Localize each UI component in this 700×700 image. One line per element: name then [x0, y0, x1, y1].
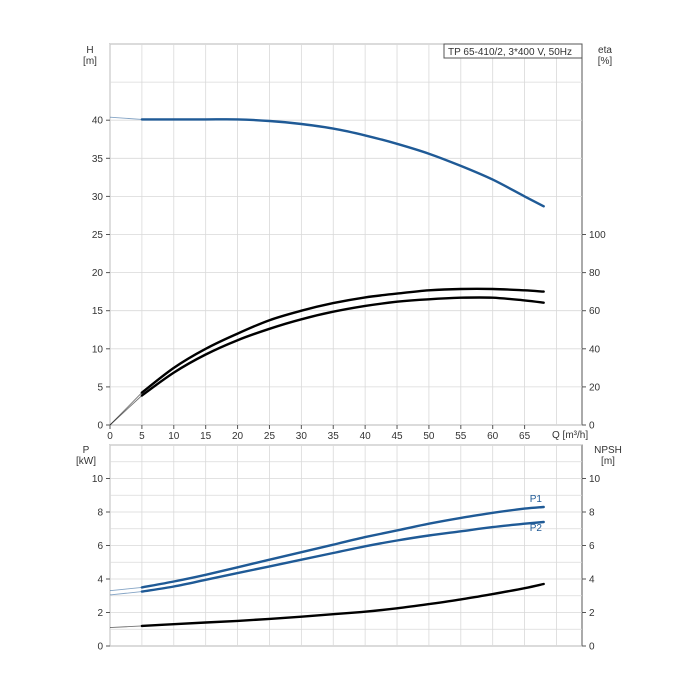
x-tick-label: 60	[487, 431, 499, 442]
x-tick-label: 0	[107, 431, 113, 442]
x-tick-label: 40	[360, 431, 372, 442]
x-tick-label: 45	[391, 431, 403, 442]
x-tick-label: 55	[455, 431, 467, 442]
bottom-right-tick-label: 4	[589, 575, 595, 586]
series-label-p1: P1	[530, 494, 543, 505]
top-left-tick-label: 40	[92, 116, 104, 127]
bottom-right-tick-label: 2	[589, 608, 595, 619]
top-series-1-line	[140, 287, 545, 394]
bottom-grid	[109, 444, 582, 647]
top-series-2-extrapolation	[109, 395, 143, 426]
bottom-left-tick-label: 2	[97, 608, 103, 619]
bottom-left-tick-label: 4	[97, 575, 103, 586]
bottom-series-0-extrapolation	[109, 586, 142, 592]
top-series-2-line	[140, 296, 545, 397]
bottom-right-tick-label: 6	[589, 541, 595, 552]
x-tick-label: 10	[168, 431, 180, 442]
chart-title: TP 65-410/2, 3*400 V, 50Hz	[448, 47, 572, 58]
top-left-tick-label: 25	[92, 230, 104, 241]
top-tick-labels: 0 5 10 15 20 25 30 35 40 0 20 40 60 80 100 0 5 10 15 20 25 30…	[92, 116, 606, 442]
top-series-0-line	[140, 118, 545, 208]
bottom-series-0-line	[140, 505, 545, 589]
bottom-right-tick-label: 8	[589, 508, 595, 519]
x-tick-label: 5	[139, 431, 145, 442]
top-right-tick-label: 80	[589, 268, 601, 279]
x-tick-label: 65	[519, 431, 531, 442]
bottom-chart: P1 P2 0 2 4 6 8 10 0 2 4 6 8 10 P [kW] NPSH [m]	[76, 444, 622, 653]
series-label-p2: P2	[530, 523, 543, 534]
top-left-axis-unit: [m]	[83, 56, 97, 67]
top-left-tick-label: 20	[92, 268, 104, 279]
bottom-right-tick-label: 0	[589, 642, 595, 653]
x-tick-label: 35	[328, 431, 340, 442]
x-tick-label: 20	[232, 431, 244, 442]
top-right-axis-title: eta	[598, 45, 612, 56]
bottom-left-axis-title: P	[83, 445, 90, 456]
bottom-series-2-line	[140, 582, 545, 628]
bottom-right-axis-title: NPSH	[594, 445, 622, 456]
bottom-left-axis-unit: [kW]	[76, 456, 96, 467]
bottom-left-tick-label: 0	[97, 642, 103, 653]
x-tick-label: 15	[200, 431, 212, 442]
bottom-series-1-extrapolation	[109, 591, 142, 596]
bottom-left-tick-label: 10	[92, 474, 104, 485]
top-left-tick-label: 30	[92, 192, 104, 203]
top-series-0-extrapolation	[109, 116, 142, 120]
bottom-left-tick-label: 6	[97, 541, 103, 552]
top-left-tick-label: 10	[92, 344, 104, 355]
top-left-tick-label: 35	[92, 154, 104, 165]
top-right-tick-label: 60	[589, 306, 601, 317]
top-right-axis-unit: [%]	[598, 56, 613, 67]
bottom-tick-labels: 0 2 4 6 8 10 0 2 4 6 8 10	[92, 474, 601, 653]
top-left-tick-label: 5	[97, 382, 103, 393]
bottom-series: P1 P2	[109, 494, 545, 629]
bottom-series-2-extrapolation	[109, 625, 142, 629]
top-left-axis-title: H	[86, 45, 93, 56]
top-right-tick-label: 0	[589, 421, 595, 432]
bottom-left-tick-label: 8	[97, 508, 103, 519]
top-grid	[109, 43, 582, 426]
bottom-series-1-line	[140, 520, 545, 593]
top-right-tick-label: 20	[589, 382, 601, 393]
top-right-tick-label: 40	[589, 344, 601, 355]
top-left-tick-label: 0	[97, 421, 103, 432]
top-right-tick-label: 100	[589, 230, 606, 241]
bottom-right-tick-label: 10	[589, 474, 601, 485]
top-series	[109, 116, 545, 426]
x-axis-title: Q [m³/h]	[552, 430, 588, 441]
top-left-tick-label: 15	[92, 306, 104, 317]
x-tick-label: 30	[296, 431, 308, 442]
top-chart: 0 5 10 15 20 25 30 35 40 0 20 40 60 80 100 0 5 10 15 20 25 30…	[83, 43, 613, 442]
x-tick-label: 25	[264, 431, 276, 442]
x-tick-label: 50	[423, 431, 435, 442]
bottom-right-axis-unit: [m]	[601, 456, 615, 467]
title-box	[443, 43, 583, 59]
